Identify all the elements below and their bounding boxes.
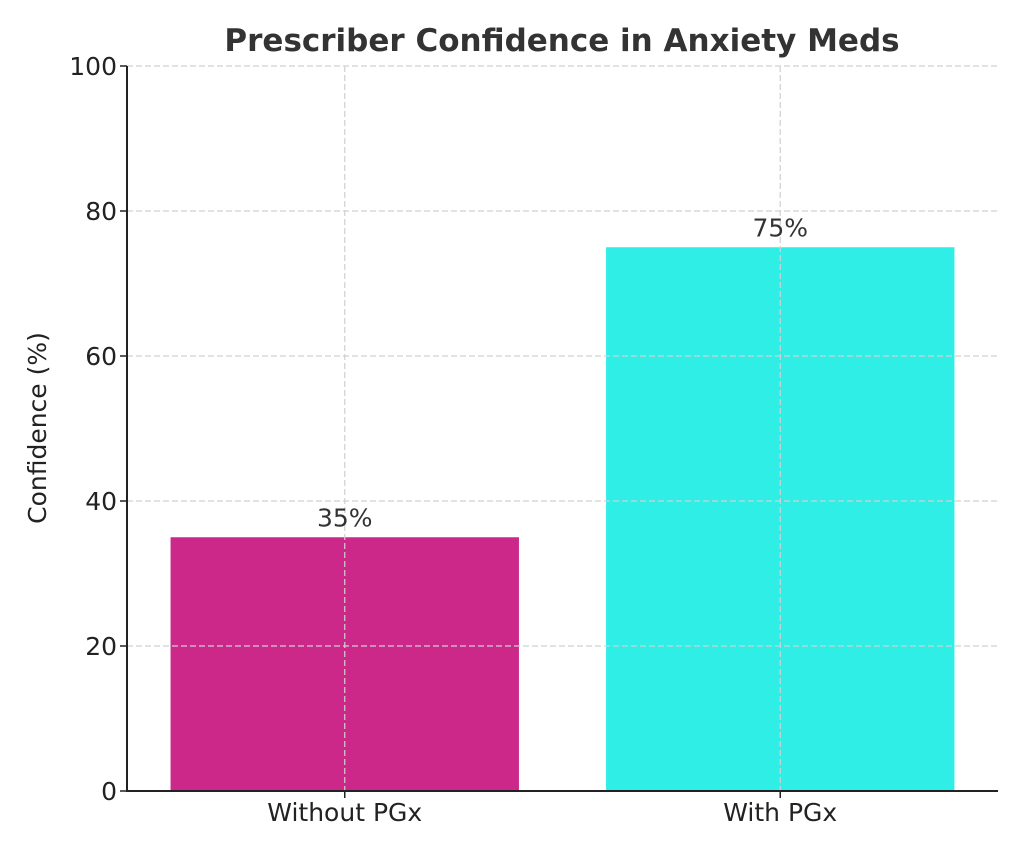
y-axis-ticks: 0 20 40 60 80 100: [69, 52, 127, 806]
y-tick-label: 20: [85, 632, 117, 661]
x-axis-ticks: Without PGx With PGx: [267, 791, 837, 827]
y-tick-label: 40: [85, 487, 117, 516]
x-tick-label: With PGx: [723, 798, 837, 827]
x-tick-label: Without PGx: [267, 798, 422, 827]
bars-layer: [170, 247, 955, 791]
y-tick-label: 0: [101, 777, 117, 806]
axes-spines: [126, 66, 998, 792]
data-label: 35%: [317, 503, 373, 532]
y-tick-label: 100: [69, 52, 117, 81]
gridlines: [127, 65, 998, 791]
y-axis-label: Confidence (%): [23, 332, 52, 524]
data-labels: 35% 75%: [317, 213, 808, 532]
data-label: 75%: [752, 213, 808, 242]
y-tick-label: 80: [85, 197, 117, 226]
chart-title: Prescriber Confidence in Anxiety Meds: [224, 23, 899, 59]
y-tick-label: 60: [85, 342, 117, 371]
